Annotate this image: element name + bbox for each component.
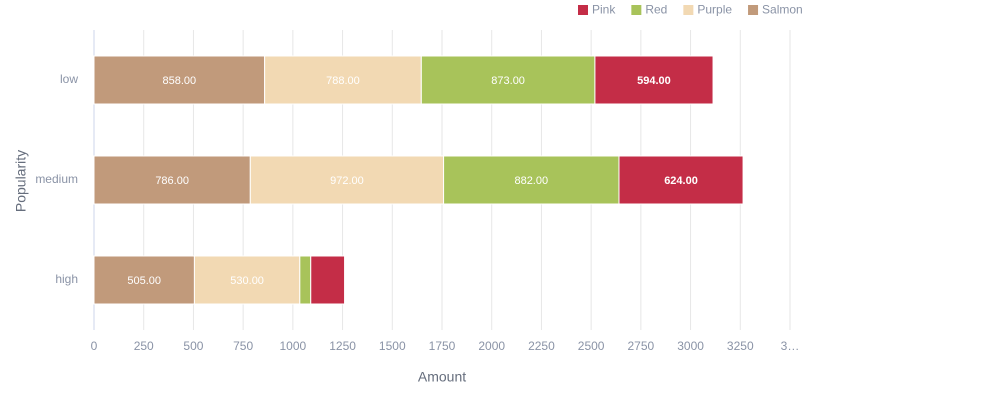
bar-segment <box>93 255 195 305</box>
legend-label[interactable]: Purple <box>697 3 732 17</box>
x-tick-label: 1750 <box>429 339 456 353</box>
legend-label[interactable]: Red <box>645 3 667 17</box>
bar-segment <box>618 155 744 205</box>
bar-segment <box>93 55 266 105</box>
x-tick-label: 1500 <box>379 339 406 353</box>
x-tick-label: 2500 <box>578 339 605 353</box>
x-axis-title: Amount <box>418 369 466 385</box>
y-axis-title: Popularity <box>13 150 29 212</box>
bar-segment <box>249 155 445 205</box>
x-tick-label: 3000 <box>677 339 704 353</box>
legend-swatch[interactable] <box>631 5 642 15</box>
legend-swatch[interactable] <box>748 5 759 15</box>
y-tick-label: medium <box>35 172 78 186</box>
x-tick-label: 1250 <box>329 339 356 353</box>
value-label: 786.00 <box>155 175 189 187</box>
x-tick-label: 0 <box>91 339 98 353</box>
value-label: 858.00 <box>162 75 196 87</box>
legend-label[interactable]: Salmon <box>762 3 803 17</box>
bar-segment <box>299 255 312 305</box>
bar-segment <box>594 55 714 105</box>
legend-label[interactable]: Pink <box>592 3 616 17</box>
value-label: 882.00 <box>514 175 548 187</box>
value-label: 594.00 <box>637 75 671 87</box>
bar-segment <box>420 55 596 105</box>
y-tick-label: high <box>55 272 78 286</box>
bar-segment <box>193 255 301 305</box>
bar-segment <box>93 155 251 205</box>
value-label: 624.00 <box>664 175 698 187</box>
legend-swatch[interactable] <box>683 5 694 15</box>
value-label: 530.00 <box>230 275 264 287</box>
x-tick-label: 250 <box>134 339 154 353</box>
x-tick-label: 2750 <box>628 339 655 353</box>
x-tick-label: 2000 <box>478 339 505 353</box>
value-label: 505.00 <box>127 275 161 287</box>
x-tick-label: 2250 <box>528 339 555 353</box>
value-label: 873.00 <box>491 75 525 87</box>
x-tick-label: 750 <box>233 339 253 353</box>
legend-swatch[interactable] <box>578 5 588 15</box>
value-label: 972.00 <box>330 175 364 187</box>
x-tick-label: 3… <box>781 339 800 353</box>
x-tick-label: 1000 <box>280 339 307 353</box>
y-tick-label: low <box>60 72 78 86</box>
bar-segment <box>264 55 422 105</box>
bar-segment <box>310 255 346 305</box>
value-label: 788.00 <box>326 75 360 87</box>
x-tick-label: 3250 <box>727 339 754 353</box>
bar-segment <box>443 155 620 205</box>
x-tick-label: 500 <box>183 339 203 353</box>
